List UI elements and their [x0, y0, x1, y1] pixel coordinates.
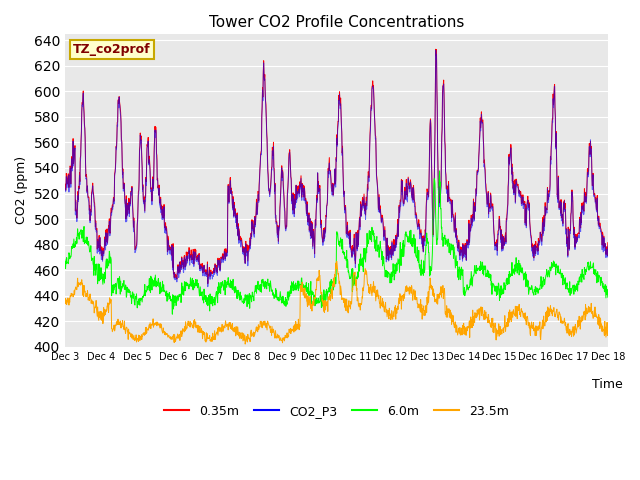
CO2_P3	[182, 256, 189, 262]
23.5m	[241, 341, 249, 347]
CO2_P3	[204, 284, 212, 289]
Line: CO2_P3: CO2_P3	[65, 50, 608, 287]
0.35m	[492, 241, 500, 247]
Line: 6.0m: 6.0m	[65, 171, 608, 314]
0.35m	[604, 240, 612, 246]
23.5m	[182, 319, 189, 324]
0.35m	[421, 239, 429, 244]
6.0m	[169, 292, 177, 298]
CO2_P3	[604, 243, 612, 249]
6.0m	[604, 294, 612, 300]
0.35m	[540, 213, 548, 218]
Title: Tower CO2 Profile Concentrations: Tower CO2 Profile Concentrations	[209, 15, 464, 30]
CO2_P3	[432, 48, 440, 53]
0.35m	[182, 257, 189, 263]
CO2_P3	[243, 253, 250, 259]
0.35m	[204, 281, 212, 287]
23.5m	[61, 299, 68, 304]
X-axis label: Time: Time	[593, 378, 623, 391]
23.5m	[604, 328, 612, 334]
23.5m	[333, 259, 340, 264]
6.0m	[243, 293, 250, 299]
6.0m	[61, 256, 68, 262]
Line: 0.35m: 0.35m	[65, 49, 608, 284]
0.35m	[243, 250, 250, 255]
CO2_P3	[492, 242, 500, 248]
0.35m	[61, 186, 68, 192]
6.0m	[436, 168, 444, 174]
Y-axis label: CO2 (ppm): CO2 (ppm)	[15, 156, 28, 224]
6.0m	[182, 279, 190, 285]
23.5m	[492, 337, 500, 343]
CO2_P3	[421, 242, 429, 248]
CO2_P3	[61, 189, 68, 195]
23.5m	[243, 336, 250, 342]
6.0m	[168, 312, 176, 317]
CO2_P3	[540, 216, 548, 222]
Legend: 0.35m, CO2_P3, 6.0m, 23.5m: 0.35m, CO2_P3, 6.0m, 23.5m	[159, 400, 514, 423]
6.0m	[492, 283, 500, 289]
23.5m	[540, 322, 548, 328]
6.0m	[540, 276, 548, 282]
23.5m	[421, 312, 429, 318]
6.0m	[421, 267, 429, 273]
0.35m	[168, 255, 176, 261]
CO2_P3	[168, 260, 176, 265]
Text: TZ_co2prof: TZ_co2prof	[73, 43, 150, 56]
23.5m	[168, 336, 176, 342]
Line: 23.5m: 23.5m	[65, 262, 608, 344]
0.35m	[432, 47, 440, 52]
